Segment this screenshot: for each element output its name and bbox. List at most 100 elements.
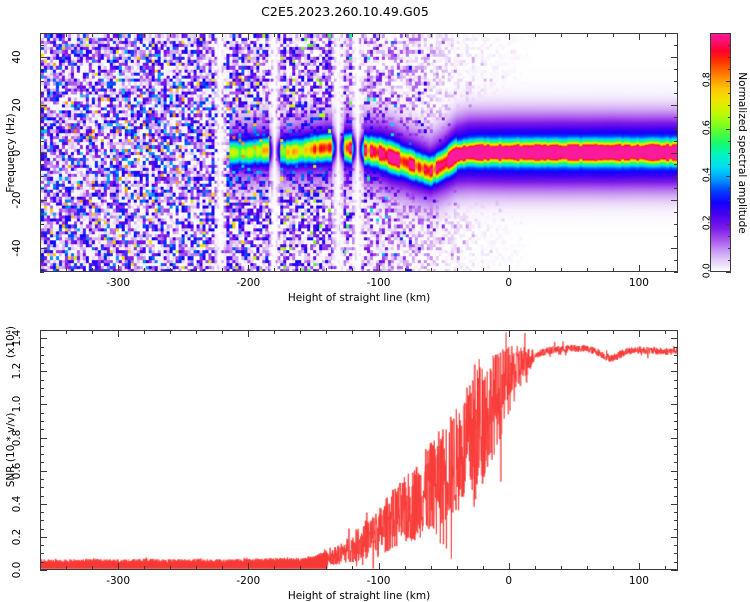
colorbar-minor-tick (728, 92, 731, 94)
axis-major-tick (40, 248, 47, 250)
axis-major-tick (378, 330, 380, 337)
spectrogram-panel (40, 33, 678, 272)
axis-minor-tick (66, 566, 68, 570)
axis-major-tick (40, 570, 47, 571)
axis-minor-tick (534, 330, 536, 334)
axis-major-tick (671, 437, 678, 439)
y-tick-label: 0.4 (11, 495, 23, 513)
y-tick-label: 40 (11, 50, 23, 64)
axis-minor-tick (430, 268, 432, 272)
axis-minor-tick (40, 44, 44, 46)
axis-major-tick (638, 563, 640, 570)
colorbar-minor-tick (728, 140, 731, 142)
axis-minor-tick (612, 268, 614, 272)
axis-major-tick (40, 470, 47, 472)
axis-minor-tick (222, 566, 224, 570)
colorbar-minor-tick (728, 212, 731, 214)
axis-minor-tick (40, 421, 44, 423)
axis-minor-tick (40, 346, 44, 348)
axis-minor-tick (40, 396, 44, 398)
axis-major-tick (118, 33, 120, 40)
axis-minor-tick (170, 330, 172, 334)
axis-minor-tick (664, 330, 666, 334)
axis-major-tick (248, 33, 250, 40)
axis-minor-tick (674, 188, 678, 190)
axis-minor-tick (482, 33, 484, 37)
axis-minor-tick (612, 330, 614, 334)
axis-minor-tick (40, 80, 44, 82)
axis-minor-tick (274, 566, 276, 570)
axis-minor-tick (66, 33, 68, 37)
axis-major-tick (248, 563, 250, 570)
axis-minor-tick (586, 33, 588, 37)
colorbar-minor-tick (728, 188, 731, 190)
axis-minor-tick (674, 33, 678, 34)
axis-minor-tick (326, 566, 328, 570)
axis-major-tick (671, 104, 678, 106)
axis-minor-tick (534, 33, 536, 37)
axis-major-tick (508, 265, 510, 272)
axis-minor-tick (674, 520, 678, 522)
axis-major-tick (40, 404, 47, 406)
colorbar-minor-tick (728, 68, 731, 70)
axis-minor-tick (674, 495, 678, 497)
x-tick-label: -200 (236, 277, 261, 289)
colorbar-minor-tick (728, 200, 731, 202)
axis-minor-tick (40, 33, 44, 34)
axis-major-tick (671, 404, 678, 406)
axis-minor-tick (534, 566, 536, 570)
axis-minor-tick (40, 140, 44, 142)
axis-minor-tick (40, 268, 41, 272)
axis-major-tick (671, 152, 678, 154)
spectrogram-xlabel: Height of straight line (km) (287, 292, 431, 304)
axis-major-tick (248, 265, 250, 272)
axis-major-tick (118, 563, 120, 570)
axis-minor-tick (144, 330, 146, 334)
axis-minor-tick (352, 566, 354, 570)
axis-minor-tick (222, 268, 224, 272)
axis-major-tick (40, 503, 47, 505)
axis-minor-tick (674, 363, 678, 365)
axis-minor-tick (300, 268, 302, 272)
axis-minor-tick (92, 330, 94, 334)
axis-major-tick (671, 570, 678, 571)
colorbar-minor-tick (728, 44, 731, 46)
axis-minor-tick (40, 445, 44, 447)
y-tick-label: 0.2 (11, 528, 23, 546)
colorbar-major-tick (726, 80, 731, 82)
axis-minor-tick (92, 33, 94, 37)
axis-minor-tick (40, 92, 44, 94)
y-tick-label: 1.2 (11, 363, 23, 380)
colorbar-major-tick (726, 272, 731, 273)
axis-major-tick (378, 33, 380, 40)
x-tick-label: -100 (366, 277, 391, 289)
axis-major-tick (248, 330, 250, 337)
colorbar-tick-label: 0.4 (701, 167, 713, 183)
axis-minor-tick (40, 553, 44, 555)
axis-major-tick (40, 104, 47, 106)
axis-minor-tick (430, 566, 432, 570)
axis-minor-tick (674, 330, 678, 331)
axis-major-tick (671, 536, 678, 538)
axis-minor-tick (674, 487, 678, 489)
axis-minor-tick (674, 528, 678, 530)
axis-minor-tick (170, 268, 172, 272)
axis-minor-tick (40, 387, 44, 389)
axis-major-tick (118, 330, 120, 337)
colorbar-tick-label: 0.8 (701, 71, 713, 88)
axis-major-tick (40, 371, 47, 373)
axis-minor-tick (92, 268, 94, 272)
axis-minor-tick (674, 429, 678, 431)
axis-minor-tick (560, 33, 562, 37)
axis-major-tick (671, 338, 678, 340)
axis-minor-tick (300, 330, 302, 334)
axis-minor-tick (144, 268, 146, 272)
axis-major-tick (378, 563, 380, 570)
colorbar-major-tick (726, 224, 731, 226)
colorbar-tick-label: 0.0 (701, 263, 713, 279)
axis-minor-tick (664, 33, 666, 37)
axis-minor-tick (352, 268, 354, 272)
axis-major-tick (671, 470, 678, 472)
snr-trace (41, 331, 677, 569)
axis-minor-tick (40, 164, 44, 166)
